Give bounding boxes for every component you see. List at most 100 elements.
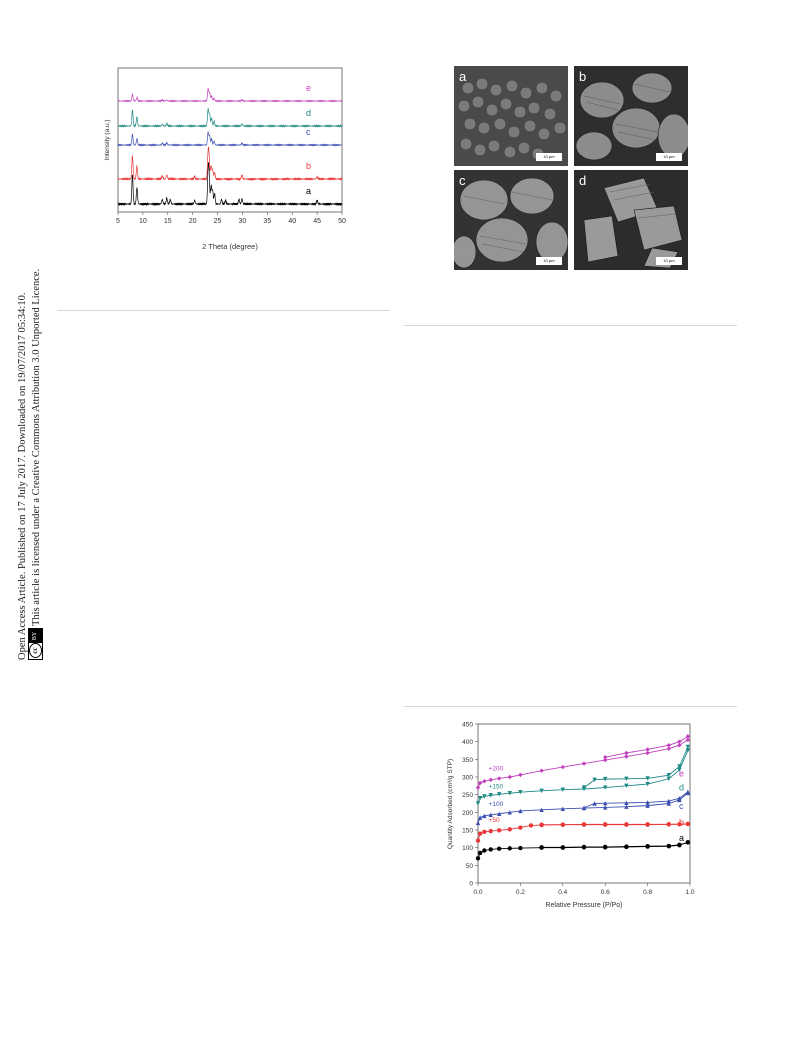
- isotherm-series-label-a: a: [679, 833, 684, 843]
- xrd-x-tick-label: 25: [214, 218, 222, 225]
- xrd-figure: a b cd e 5 10 15 20 25 30 35 40 45 50 2 Theta (degre…: [104, 67, 346, 251]
- isotherm-plot-frame: [477, 723, 691, 884]
- sem-panel-label: c: [459, 173, 466, 188]
- isotherm-point: [645, 844, 650, 849]
- isotherm-point: [497, 776, 502, 781]
- sem-image-d: [574, 170, 688, 270]
- xrd-series-label-b: b: [306, 161, 311, 171]
- scale-bar: 10 μm: [656, 257, 682, 265]
- isotherm-point: [477, 780, 483, 786]
- isotherm-point: [518, 825, 523, 830]
- isotherm-point: [539, 768, 544, 773]
- isotherm-point: [488, 793, 493, 798]
- xrd-series-labels: a b cd e: [306, 83, 311, 196]
- xrd-plot-frame: [117, 67, 343, 213]
- xrd-x-tick-label: 35: [263, 218, 271, 225]
- isotherm-point: [666, 822, 671, 827]
- isotherm-point: [624, 844, 629, 849]
- access-statement: Open Access Article. Published on 17 Jul…: [17, 292, 28, 660]
- isotherm-point: [518, 789, 523, 795]
- isotherm-y-tick-label: 200: [462, 810, 473, 817]
- isotherm-point: [603, 822, 608, 827]
- figure-divider-left: [57, 310, 390, 311]
- isotherm-point: [482, 779, 487, 784]
- isotherm-point: [645, 803, 650, 808]
- isotherm-offset-label-c: +100: [489, 801, 504, 808]
- xrd-x-axis-label: 2 Theta (degree): [202, 242, 258, 251]
- isotherm-point: [560, 764, 565, 770]
- isotherm-x-tick-label: 0.8: [643, 889, 652, 896]
- sem-panel-label: d: [579, 173, 587, 188]
- isotherm-point: [539, 788, 544, 793]
- isotherm-point: [482, 813, 487, 819]
- isotherm-point: [677, 796, 682, 801]
- isotherm-x-tick-label: 0.0: [473, 889, 482, 896]
- isotherm-point: [539, 822, 544, 827]
- isotherm-y-tick-label: 250: [462, 792, 473, 799]
- xrd-x-tick-label: 40: [288, 218, 296, 225]
- xrd-series-label-c: c: [306, 127, 311, 137]
- isotherm-point: [603, 776, 608, 782]
- cc-by-license-badge[interactable]: cc BY: [28, 628, 43, 660]
- isotherm-point: [624, 776, 629, 781]
- isotherm-point: [497, 828, 502, 833]
- isotherm-x-ticks: 0.0 0.2 0.4 0.6 0.8 1.0: [473, 883, 695, 896]
- isotherm-point: [475, 838, 481, 843]
- isotherm-point: [488, 847, 493, 852]
- isotherm-x-axis-label: Relative Pressure (P/Po): [545, 902, 622, 909]
- sem-panel-label: b: [579, 69, 587, 84]
- isotherm-point: [645, 781, 650, 787]
- isotherm-series-c: [475, 789, 691, 826]
- isotherm-offset-label-d: +150: [489, 783, 504, 790]
- isotherm-point: [645, 800, 650, 805]
- sem-figure: a 10 μm b 10 μm c 10 μm: [454, 66, 688, 270]
- isotherm-series-label-b: b: [679, 817, 684, 827]
- isotherm-x-tick-label: 0.6: [601, 889, 610, 896]
- sem-panel-c: c 10 μm: [454, 170, 568, 270]
- isotherm-point: [581, 785, 587, 790]
- isotherm-point: [507, 774, 512, 780]
- isotherm-point: [666, 743, 671, 748]
- isotherm-point: [677, 767, 682, 773]
- isotherm-point: [560, 822, 565, 827]
- isotherm-y-tick-label: 400: [462, 739, 473, 746]
- isotherm-point: [518, 772, 523, 778]
- sem-panel-d: d 10 μm: [574, 170, 688, 270]
- isotherm-series-label-d: d: [679, 782, 684, 792]
- isotherm-y-tick-label: 0: [469, 881, 473, 888]
- sem-panel-label: a: [459, 69, 467, 84]
- isotherm-point: [666, 798, 671, 804]
- figure-divider-right-top: [404, 325, 737, 326]
- cc-icon: cc: [29, 643, 42, 658]
- isotherm-point: [507, 810, 512, 815]
- isotherm-point: [518, 845, 523, 851]
- xrd-x-tick-label: 30: [239, 218, 247, 225]
- isotherm-point: [603, 800, 608, 806]
- isotherm-point: [666, 776, 671, 781]
- isotherm-series-label-e: e: [679, 769, 684, 779]
- isotherm-point: [581, 761, 587, 766]
- isotherm-point: [488, 777, 493, 783]
- isotherm-series-a: [475, 840, 691, 861]
- isotherm-point: [477, 815, 483, 820]
- isotherm-desorption-line: [605, 735, 689, 758]
- scale-bar: 10 μm: [536, 153, 562, 161]
- isotherm-point: [685, 744, 691, 750]
- isotherm-point: [539, 807, 544, 813]
- isotherm-point: [592, 777, 597, 783]
- isotherm-y-tick-label: 50: [466, 863, 474, 870]
- isotherm-point: [666, 773, 671, 778]
- isotherm-point: [497, 792, 502, 797]
- isotherm-point: [507, 791, 512, 796]
- isotherm-x-tick-label: 0.4: [558, 889, 567, 896]
- isotherm-point: [592, 801, 597, 806]
- isotherm-x-tick-label: 1.0: [685, 889, 694, 896]
- isotherm-point: [677, 764, 682, 769]
- isotherm-point: [685, 734, 691, 739]
- isotherm-desorption-line: [583, 746, 689, 788]
- isotherm-offset-label-e: +200: [489, 766, 504, 773]
- xrd-x-tick-label: 45: [313, 218, 321, 225]
- license-statement[interactable]: This article is licensed under a Creativ…: [31, 268, 42, 626]
- isotherm-point: [624, 822, 629, 827]
- scale-bar: 10 μm: [656, 153, 682, 161]
